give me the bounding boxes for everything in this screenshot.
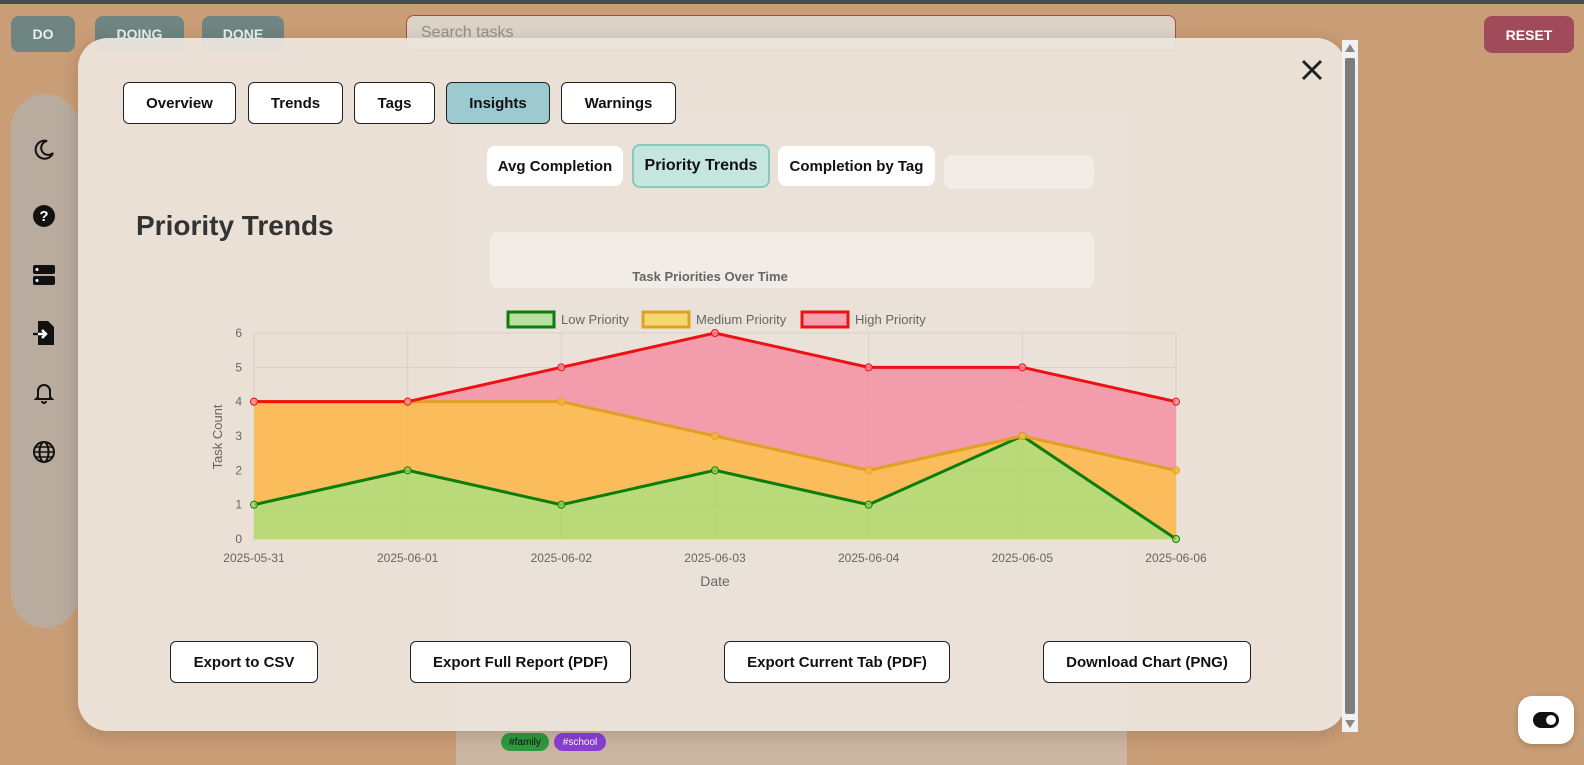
export-csv-button[interactable]: Export to CSV [170,641,318,683]
toggle-icon [1533,712,1559,728]
tab-tags[interactable]: Tags [354,82,435,124]
scroll-down-icon[interactable] [1345,720,1355,728]
column-do-button[interactable]: DO [11,16,75,52]
storage-icon[interactable] [31,262,57,288]
tab-overview[interactable]: Overview [123,82,236,124]
faded-input-row [490,232,1094,288]
faded-control [944,155,1094,189]
subtab-completion-by-tag[interactable]: Completion by Tag [778,146,935,186]
close-icon[interactable] [1298,56,1326,84]
tab-trends[interactable]: Trends [248,82,343,124]
analytics-modal [78,38,1346,731]
subtab-avg-completion[interactable]: Avg Completion [487,146,623,186]
top-border [0,0,1584,4]
globe-icon[interactable] [31,439,57,465]
export-current-tab-button[interactable]: Export Current Tab (PDF) [724,641,950,683]
svg-text:?: ? [39,208,48,225]
tag-school: #school [554,733,606,751]
scroll-up-icon[interactable] [1345,44,1355,52]
subtab-priority-trends[interactable]: Priority Trends [632,144,770,188]
sidebar-rail [11,94,79,628]
reset-button[interactable]: RESET [1484,16,1574,53]
tab-insights[interactable]: Insights [446,82,550,124]
theme-toggle-button[interactable] [1518,696,1574,744]
tab-warnings[interactable]: Warnings [561,82,676,124]
download-chart-button[interactable]: Download Chart (PNG) [1043,641,1251,683]
moon-icon[interactable] [31,137,57,163]
modal-scrollbar[interactable] [1342,40,1358,732]
tag-family: #family [501,733,549,751]
help-icon[interactable]: ? [31,203,57,229]
scroll-thumb[interactable] [1345,58,1355,714]
export-full-report-button[interactable]: Export Full Report (PDF) [410,641,631,683]
import-icon[interactable] [31,320,57,346]
bell-icon[interactable] [31,379,57,405]
section-title: Priority Trends [136,210,334,241]
